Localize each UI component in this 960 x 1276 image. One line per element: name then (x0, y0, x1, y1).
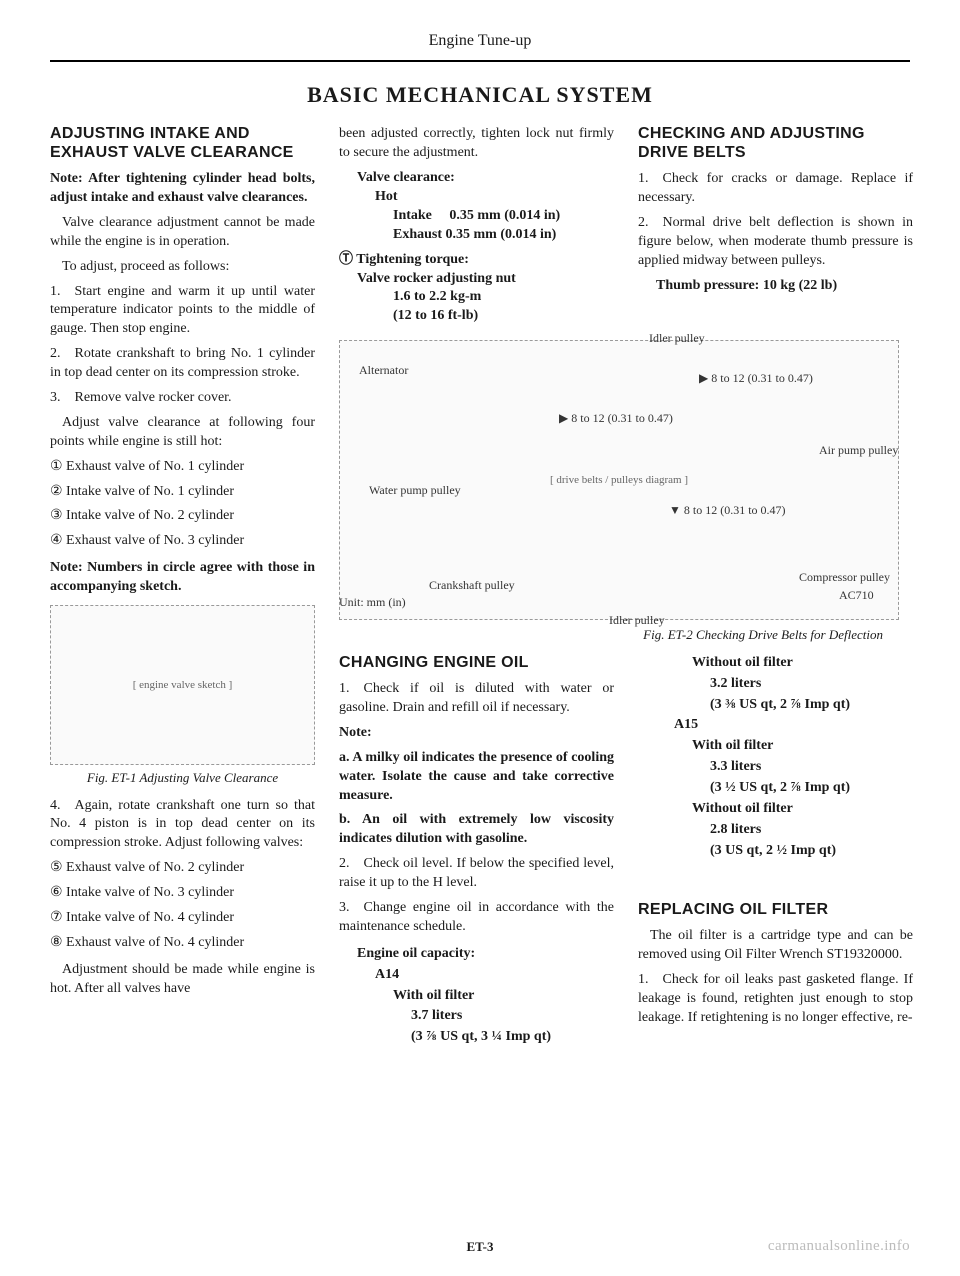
cap-a14-with-u: (3 ⅞ US qt, 3 ¼ Imp qt) (411, 1028, 614, 1047)
cap-a14-wo-label: Without oil filter (692, 654, 913, 673)
label-idler-top: Idler pulley (649, 330, 705, 346)
column-middle-upper: been adjusted correctly, tighten lock nu… (339, 125, 614, 332)
heading-valve-clearance: ADJUSTING INTAKE AND EXHAUST VALVE CLEAR… (50, 125, 315, 162)
heading-oil-filter: REPLACING OIL FILTER (638, 901, 913, 919)
oil-note-label: Note: (339, 724, 614, 743)
cap-a15: A15 (674, 716, 913, 735)
spec-hot: Hot (375, 188, 614, 207)
cap-a15-with-u: (3 ½ US qt, 2 ⅞ Imp qt) (710, 779, 913, 798)
cap-title: Engine oil capacity: (357, 945, 614, 964)
cap-a14-with-label: With oil filter (393, 987, 614, 1006)
torque-spec: Ⓣ Tightening torque: Valve rocker adjust… (339, 251, 614, 327)
label-waterpump: Water pump pulley (369, 482, 461, 498)
spec-exhaust: Exhaust 0.35 mm (0.014 in) (393, 226, 614, 245)
label-range-2: ▶ 8 to 12 (0.31 to 0.47) (559, 410, 673, 426)
filter-p1: The oil filter is a cartridge type and c… (638, 927, 913, 965)
valve-clearance-spec: Valve clearance: Hot Intake 0.35 mm (0.0… (357, 169, 614, 245)
label-ac710: AC710 (839, 587, 874, 603)
spec-intake: Intake 0.35 mm (0.014 in) (393, 207, 614, 226)
cap-a14: A14 (375, 966, 614, 985)
cap-a15-wo-v: 2.8 liters (710, 821, 913, 840)
step-3: 3. Remove valve rocker cover. (50, 389, 315, 408)
column-left: ADJUSTING INTAKE AND EXHAUST VALVE CLEAR… (50, 125, 315, 1049)
oil-capacity-a14: Engine oil capacity: A14 With oil filter… (357, 945, 614, 1047)
torque-title: Ⓣ Tightening torque: (339, 251, 614, 270)
cap-a14-wo-v: 3.2 liters (710, 675, 913, 694)
cap-a14-wo-u: (3 ⅜ US qt, 2 ⅞ Imp qt) (710, 696, 913, 715)
oil-step-3: 3. Change engine oil in accordance with … (339, 899, 614, 937)
spec-title: Valve clearance: (357, 169, 614, 188)
figure-et-2-wrap: [ drive belts / pulleys diagram ] Idler … (339, 332, 913, 624)
valve-item-7: ⑦ Intake valve of No. 4 cylinder (50, 909, 315, 928)
text-tighten-locknut: been adjusted correctly, tighten lock nu… (339, 125, 614, 163)
figure-et-1: [ engine valve sketch ] (50, 605, 315, 765)
oil-note-a: a. A milky oil indicates the presence of… (339, 749, 614, 806)
belt-step-1: 1. Check for cracks or damage. Replace i… (638, 170, 913, 208)
note-circle-numbers: Note: Numbers in circle agree with those… (50, 559, 315, 597)
lower-right-block: CHANGING ENGINE OIL 1. Check if oil is d… (339, 654, 913, 1050)
page-header: Engine Tune-up (50, 30, 910, 62)
note-tighten-bolts: Note: After tightening cylinder head bol… (50, 170, 315, 208)
oil-step-2: 2. Check oil level. If below the specifi… (339, 855, 614, 893)
oil-capacity-cont: Without oil filter 3.2 liters (3 ⅜ US qt… (656, 654, 913, 861)
step-2: 2. Rotate crankshaft to bring No. 1 cyli… (50, 345, 315, 383)
step-1: 1. Start engine and warm it up until wat… (50, 283, 315, 340)
step-4: 4. Again, rotate crankshaft one turn so … (50, 797, 315, 854)
cap-a15-with-v: 3.3 liters (710, 758, 913, 777)
text-adjust-hot: Adjustment should be made while engine i… (50, 961, 315, 999)
torque-label: Valve rocker adjusting nut (357, 270, 614, 289)
belt-step-2: 2. Normal drive belt deflection is shown… (638, 214, 913, 271)
text-valve-adjust-cond: Valve clearance adjustment cannot be mad… (50, 214, 315, 252)
column-middle-lower: CHANGING ENGINE OIL 1. Check if oil is d… (339, 654, 614, 1050)
text-adjust-intro: To adjust, proceed as follows: (50, 258, 315, 277)
label-unit: Unit: mm (in) (339, 594, 406, 610)
cap-a15-with-label: With oil filter (692, 737, 913, 756)
valve-item-1: ① Exhaust valve of No. 1 cylinder (50, 458, 315, 477)
heading-drive-belts: CHECKING AND ADJUSTING DRIVE BELTS (638, 125, 913, 162)
label-airpump: Air pump pulley (819, 442, 898, 458)
valve-item-4: ④ Exhaust valve of No. 3 cylinder (50, 532, 315, 551)
valve-item-2: ② Intake valve of No. 1 cylinder (50, 483, 315, 502)
valve-item-6: ⑥ Intake valve of No. 3 cylinder (50, 884, 315, 903)
watermark: carmanualsonline.info (768, 1236, 910, 1256)
cap-a14-with-v: 3.7 liters (411, 1007, 614, 1026)
cap-a15-wo-u: (3 US qt, 2 ½ Imp qt) (710, 842, 913, 861)
label-range-3: ▼ 8 to 12 (0.31 to 0.47) (669, 502, 786, 518)
torque-val1: 1.6 to 2.2 kg-m (393, 288, 614, 307)
right-columns-wrap: been adjusted correctly, tighten lock nu… (339, 125, 913, 1049)
label-crankshaft: Crankshaft pulley (429, 577, 515, 593)
label-range-1: ▶ 8 to 12 (0.31 to 0.47) (699, 370, 813, 386)
label-idler-bot: Idler pulley (609, 612, 665, 628)
heading-changing-oil: CHANGING ENGINE OIL (339, 654, 614, 672)
oil-step-1: 1. Check if oil is diluted with water or… (339, 680, 614, 718)
figure-et-1-caption: Fig. ET-1 Adjusting Valve Clearance (50, 769, 315, 787)
column-right-upper: CHECKING AND ADJUSTING DRIVE BELTS 1. Ch… (638, 125, 913, 332)
upper-columns: ADJUSTING INTAKE AND EXHAUST VALVE CLEAR… (50, 125, 910, 1049)
upper-right-block: been adjusted correctly, tighten lock nu… (339, 125, 913, 332)
label-alternator: Alternator (359, 362, 408, 378)
text-four-points: Adjust valve clearance at following four… (50, 414, 315, 452)
filter-p2: 1. Check for oil leaks past gasketed fla… (638, 971, 913, 1028)
main-title: BASIC MECHANICAL SYSTEM (50, 80, 910, 110)
column-right-lower: Without oil filter 3.2 liters (3 ⅜ US qt… (638, 654, 913, 1050)
label-compressor: Compressor pulley (799, 569, 890, 585)
torque-val2: (12 to 16 ft-lb) (393, 307, 614, 326)
valve-item-5: ⑤ Exhaust valve of No. 2 cylinder (50, 859, 315, 878)
valve-item-3: ③ Intake valve of No. 2 cylinder (50, 507, 315, 526)
valve-item-8: ⑧ Exhaust valve of No. 4 cylinder (50, 934, 315, 953)
oil-note-b: b. An oil with extremely low viscosity i… (339, 811, 614, 849)
figure-et-2-caption: Fig. ET-2 Checking Drive Belts for Defle… (339, 626, 913, 644)
cap-a15-wo-label: Without oil filter (692, 800, 913, 819)
thumb-pressure-spec: Thumb pressure: 10 kg (22 lb) (656, 277, 913, 296)
